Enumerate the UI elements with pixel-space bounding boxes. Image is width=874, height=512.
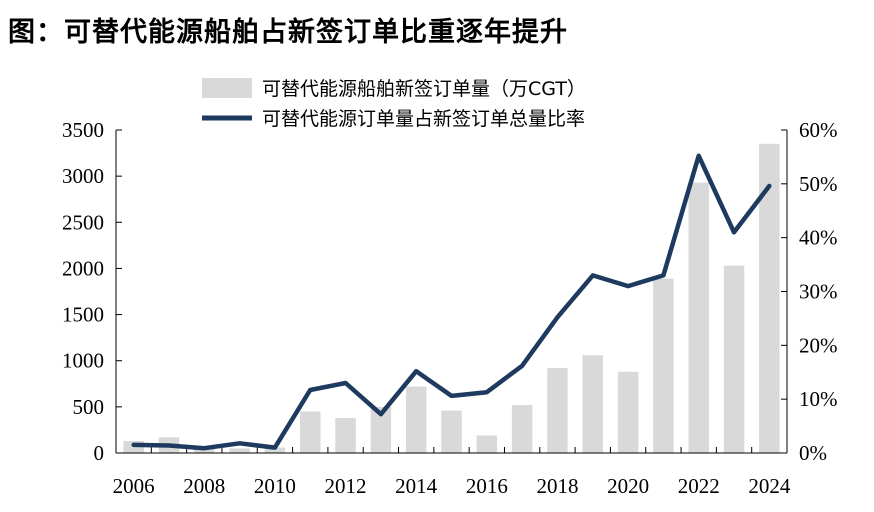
left-tick-label: 2000 — [62, 256, 104, 280]
x-tick-label: 2018 — [536, 474, 578, 498]
ratio-point-2010 — [273, 446, 277, 450]
right-tick-label: 30% — [799, 280, 838, 304]
bar-2019 — [582, 355, 604, 453]
ratio-point-2014 — [414, 369, 418, 373]
ratio-point-2012 — [344, 381, 348, 385]
left-tick-label: 500 — [73, 395, 105, 419]
bar-2011 — [299, 411, 321, 453]
left-tick-label: 2500 — [62, 210, 104, 234]
right-tick-label: 20% — [799, 333, 838, 357]
bar-2016 — [476, 435, 498, 453]
legend: 可替代能源船舶新签订单量（万CGT） 可替代能源订单量占新签订单总量比率 — [202, 78, 586, 130]
left-tick-label: 3500 — [62, 118, 104, 142]
bar-2021 — [653, 278, 674, 453]
bar-2020 — [617, 371, 639, 453]
bar-2009 — [229, 448, 250, 453]
axes: 0 500 1000 1500 2000 2500 3000 3500 0% 10% 20% 30% 4… — [62, 118, 838, 498]
left-tick-label: 1500 — [62, 303, 104, 327]
ratio-point-2022 — [697, 154, 701, 158]
ratio-point-2006 — [132, 443, 136, 447]
bar-2024 — [759, 143, 780, 454]
ratio-point-2018 — [555, 315, 559, 319]
line-series — [131, 153, 772, 451]
x-tick-label: 2008 — [183, 474, 225, 498]
bar-2018 — [547, 368, 568, 453]
right-tick-label: 60% — [799, 118, 838, 142]
legend-bar-label: 可替代能源船舶新签订单量（万CGT） — [262, 78, 586, 100]
bar-2012 — [335, 417, 356, 453]
bar-2015 — [441, 410, 462, 453]
bar-2013 — [370, 406, 392, 453]
bar-2023 — [723, 265, 745, 453]
legend-bar-swatch — [202, 78, 252, 98]
bar-2017 — [511, 405, 533, 453]
ratio-point-2015 — [450, 394, 453, 398]
x-tick-label: 2014 — [395, 474, 438, 498]
ratio-point-2007 — [167, 443, 171, 447]
bar-2014 — [405, 386, 427, 453]
ratio-point-2019 — [591, 273, 595, 277]
ratio-point-2017 — [520, 364, 524, 368]
x-tick-label: 2022 — [678, 474, 720, 498]
right-tick-label: 40% — [799, 226, 838, 250]
x-tick-label: 2024 — [748, 474, 791, 498]
ratio-point-2016 — [485, 390, 489, 394]
right-tick-label: 0% — [799, 441, 827, 465]
x-tick-label: 2012 — [325, 474, 367, 498]
left-tick-label: 3000 — [62, 164, 104, 188]
ratio-point-2021 — [661, 273, 665, 277]
ratio-point-2023 — [732, 230, 736, 234]
ratio-point-2024 — [767, 184, 771, 188]
bar-2022 — [688, 182, 709, 454]
chart-title: 图：可替代能源船舶占新签订单比重逐年提升 — [8, 17, 568, 48]
ratio-line — [131, 153, 772, 451]
ratio-point-2008 — [202, 446, 206, 450]
x-tick-label: 2010 — [254, 474, 296, 498]
right-tick-label: 50% — [799, 172, 838, 196]
right-tick-label: 10% — [799, 387, 838, 411]
left-tick-label: 0 — [94, 441, 105, 465]
legend-line-label: 可替代能源订单量占新签订单总量比率 — [262, 108, 585, 130]
ratio-point-2020 — [626, 284, 630, 288]
x-tick-label: 2006 — [113, 474, 155, 498]
bar-2010 — [264, 447, 286, 453]
x-tick-label: 2016 — [466, 474, 508, 498]
bar-series — [123, 143, 780, 454]
ratio-point-2013 — [379, 412, 383, 416]
x-tick-label: 2020 — [607, 474, 649, 498]
left-tick-label: 1000 — [62, 349, 104, 373]
ratio-point-2009 — [238, 441, 242, 445]
ratio-point-2011 — [308, 388, 312, 392]
